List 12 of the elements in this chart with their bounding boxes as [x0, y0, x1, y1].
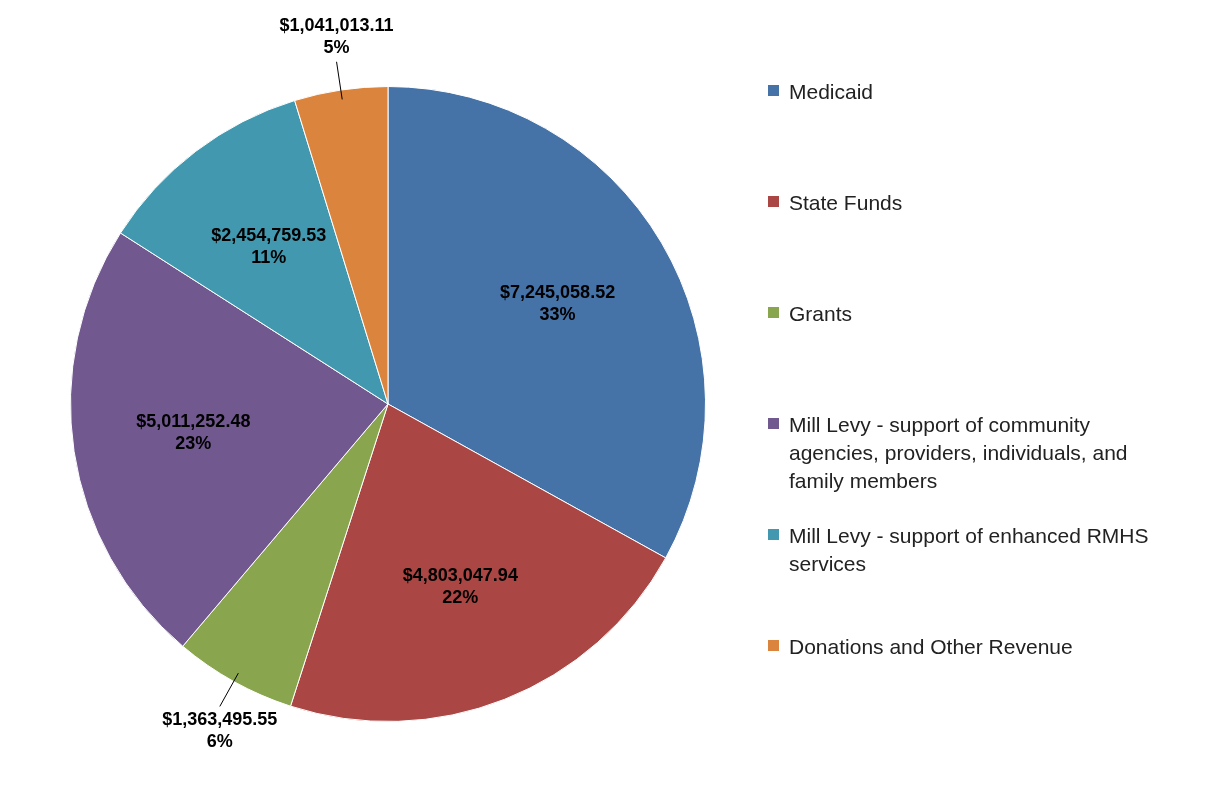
- legend-label: Mill Levy - support of community agencies, providers, individuals, and family members: [789, 412, 1129, 494]
- data-label: $5,011,252.48 23%: [136, 411, 251, 454]
- data-label: $1,041,013.11 5%: [279, 14, 394, 57]
- data-label: $1,363,495.55 6%: [162, 709, 278, 752]
- legend-label: Grants: [789, 301, 853, 327]
- legend-label: Medicaid: [789, 79, 874, 105]
- data-label: $2,454,759.53 11%: [211, 225, 327, 268]
- data-label: $7,245,058.52 33%: [500, 282, 616, 325]
- data-label: $4,803,047.94 22%: [402, 565, 518, 608]
- legend-label: Mill Levy - support of enhanced RMHS services: [789, 523, 1150, 577]
- legend-label: State Funds: [789, 190, 903, 216]
- legend-label: Donations and Other Revenue: [789, 634, 1073, 660]
